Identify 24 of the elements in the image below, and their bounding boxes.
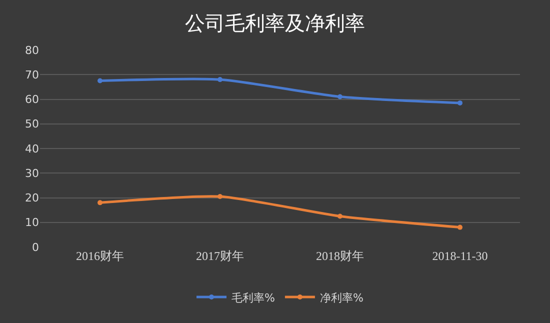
x-tick-label: 2016财年: [76, 249, 124, 263]
point: [458, 100, 462, 106]
point: [458, 224, 462, 230]
y-tick-label: 60: [25, 93, 39, 106]
legend-label: 毛利率%: [232, 291, 275, 304]
y-tick-label: 40: [25, 142, 39, 156]
point: [338, 94, 342, 100]
chart-title: 公司毛利率及净利率: [185, 11, 365, 36]
y-tick-label: 20: [25, 192, 39, 205]
y-tick-label: 80: [25, 44, 39, 57]
y-tick-label: 10: [25, 216, 39, 230]
point: [218, 194, 222, 200]
x-tick-label: 2017财年: [196, 249, 244, 263]
point: [218, 77, 222, 82]
x-tick-label: 2018财年: [316, 249, 364, 263]
y-tick-label: 30: [25, 166, 39, 180]
point: [98, 78, 102, 84]
legend-label: 净利率%: [320, 291, 364, 304]
y-tick-label: 0: [32, 240, 39, 254]
point: [338, 214, 342, 219]
y-tick-label: 70: [25, 68, 39, 82]
y-tick-label: 50: [25, 118, 39, 131]
x-tick-label: 2018-11-30: [432, 249, 488, 263]
point: [98, 200, 102, 206]
